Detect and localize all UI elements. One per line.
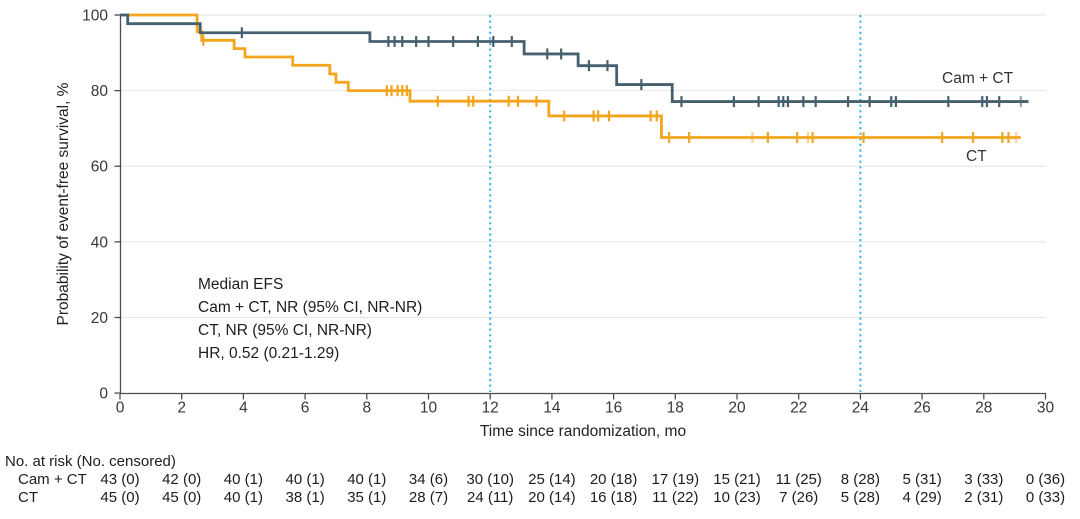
y-tick-label-0: 0 <box>99 386 108 403</box>
y-tick-label-100: 100 <box>82 8 108 25</box>
x-tick-label-6: 6 <box>301 400 310 417</box>
risk-cell: 10 (23) <box>713 488 761 506</box>
risk-cell: 7 (26) <box>779 488 819 506</box>
curve-label-ct: CT <box>966 148 987 165</box>
curve-cam-ct <box>120 13 1029 103</box>
median-efs-annotation: Median EFS Cam + CT, NR (95% CI, NR-NR) … <box>198 276 422 362</box>
annotation-line-ct: CT, NR (95% CI, NR-NR) <box>198 322 372 339</box>
x-tick-label-28: 28 <box>975 400 992 417</box>
risk-cell: 15 (21) <box>713 471 761 488</box>
risk-table-title: No. at risk (No. censored) <box>5 453 176 470</box>
reference-lines <box>489 15 862 392</box>
risk-cell: 0 (33) <box>1025 488 1066 506</box>
survival-curves <box>120 13 1029 144</box>
y-tick-label-60: 60 <box>91 159 109 176</box>
curve-label-cam-ct: Cam + CT <box>942 70 1014 87</box>
annotation-line-median-efs: Median EFS <box>198 276 283 293</box>
risk-cell: 5 (31) <box>902 471 942 488</box>
risk-cell: 0 (36) <box>1025 471 1066 488</box>
x-tick-label-0: 0 <box>116 400 125 417</box>
risk-cell: 40 (1) <box>285 471 325 488</box>
risk-cell: 20 (14) <box>528 488 576 506</box>
y-tick-label-20: 20 <box>91 310 109 327</box>
x-tick-label-22: 22 <box>790 400 807 417</box>
annotation-line-hr: HR, 0.52 (0.21-1.29) <box>198 345 339 362</box>
risk-cell: 17 (19) <box>651 471 700 488</box>
censor-marks-ct <box>202 34 1018 144</box>
risk-cell: 38 (1) <box>285 488 325 506</box>
risk-cell: 11 (22) <box>652 488 699 506</box>
risk-cell: 34 (6) <box>408 471 449 488</box>
x-tick-label-2: 2 <box>177 400 186 417</box>
x-tick-label-30: 30 <box>1037 400 1055 417</box>
risk-cell: 8 (28) <box>840 471 880 488</box>
risk-cell: 45 (0) <box>100 488 140 506</box>
risk-cell: 28 (7) <box>408 488 449 506</box>
risk-row-label: Cam + CT <box>18 471 87 488</box>
risk-cell: 42 (0) <box>162 471 202 488</box>
x-tick-label-4: 4 <box>239 400 248 417</box>
annotation-line-cam-ct: Cam + CT, NR (95% CI, NR-NR) <box>198 299 422 316</box>
risk-cell: 25 (14) <box>528 471 576 488</box>
x-tick-label-14: 14 <box>543 400 561 417</box>
risk-cell: 4 (29) <box>902 488 942 506</box>
risk-cell: 43 (0) <box>100 471 140 488</box>
risk-cell: 40 (1) <box>223 471 263 488</box>
x-tick-label-16: 16 <box>605 400 622 417</box>
y-axis-title: Probability of event-free survival, % <box>55 82 72 325</box>
x-tick-label-8: 8 <box>362 400 371 417</box>
risk-cell: 35 (1) <box>347 488 387 506</box>
x-tick-label-18: 18 <box>667 400 684 417</box>
x-tick-label-10: 10 <box>420 400 438 417</box>
x-tick-label-12: 12 <box>482 400 499 417</box>
risk-cell: 16 (18) <box>589 488 638 506</box>
curve-ct <box>120 13 1021 139</box>
risk-cell: 20 (18) <box>589 471 638 488</box>
risk-cell: 30 (10) <box>466 471 514 488</box>
risk-cell: 11 (25) <box>775 471 822 488</box>
survival-plot: 0 2 4 6 8 10 12 14 16 18 20 22 24 26 28 30020406080100 … <box>55 8 1054 441</box>
risk-cell: 45 (0) <box>162 488 202 506</box>
x-axis-title: Time since randomization, mo <box>480 423 686 440</box>
risk-cell: 5 (28) <box>840 488 880 506</box>
censor-marks-cam-ct <box>240 27 1022 108</box>
x-tick-label-24: 24 <box>852 400 870 417</box>
risk-cell: 24 (11) <box>466 488 514 506</box>
risk-cell: 3 (33) <box>964 471 1004 488</box>
risk-cell: 40 (1) <box>223 488 263 506</box>
risk-cell: 2 (31) <box>964 488 1004 506</box>
y-tick-label-80: 80 <box>91 83 109 100</box>
gridlines <box>120 14 1046 318</box>
risk-row-label: CT <box>18 488 38 506</box>
x-tick-label-26: 26 <box>913 400 930 417</box>
y-tick-label-40: 40 <box>91 234 109 251</box>
risk-cell: 40 (1) <box>347 471 387 488</box>
x-tick-label-20: 20 <box>728 400 746 417</box>
